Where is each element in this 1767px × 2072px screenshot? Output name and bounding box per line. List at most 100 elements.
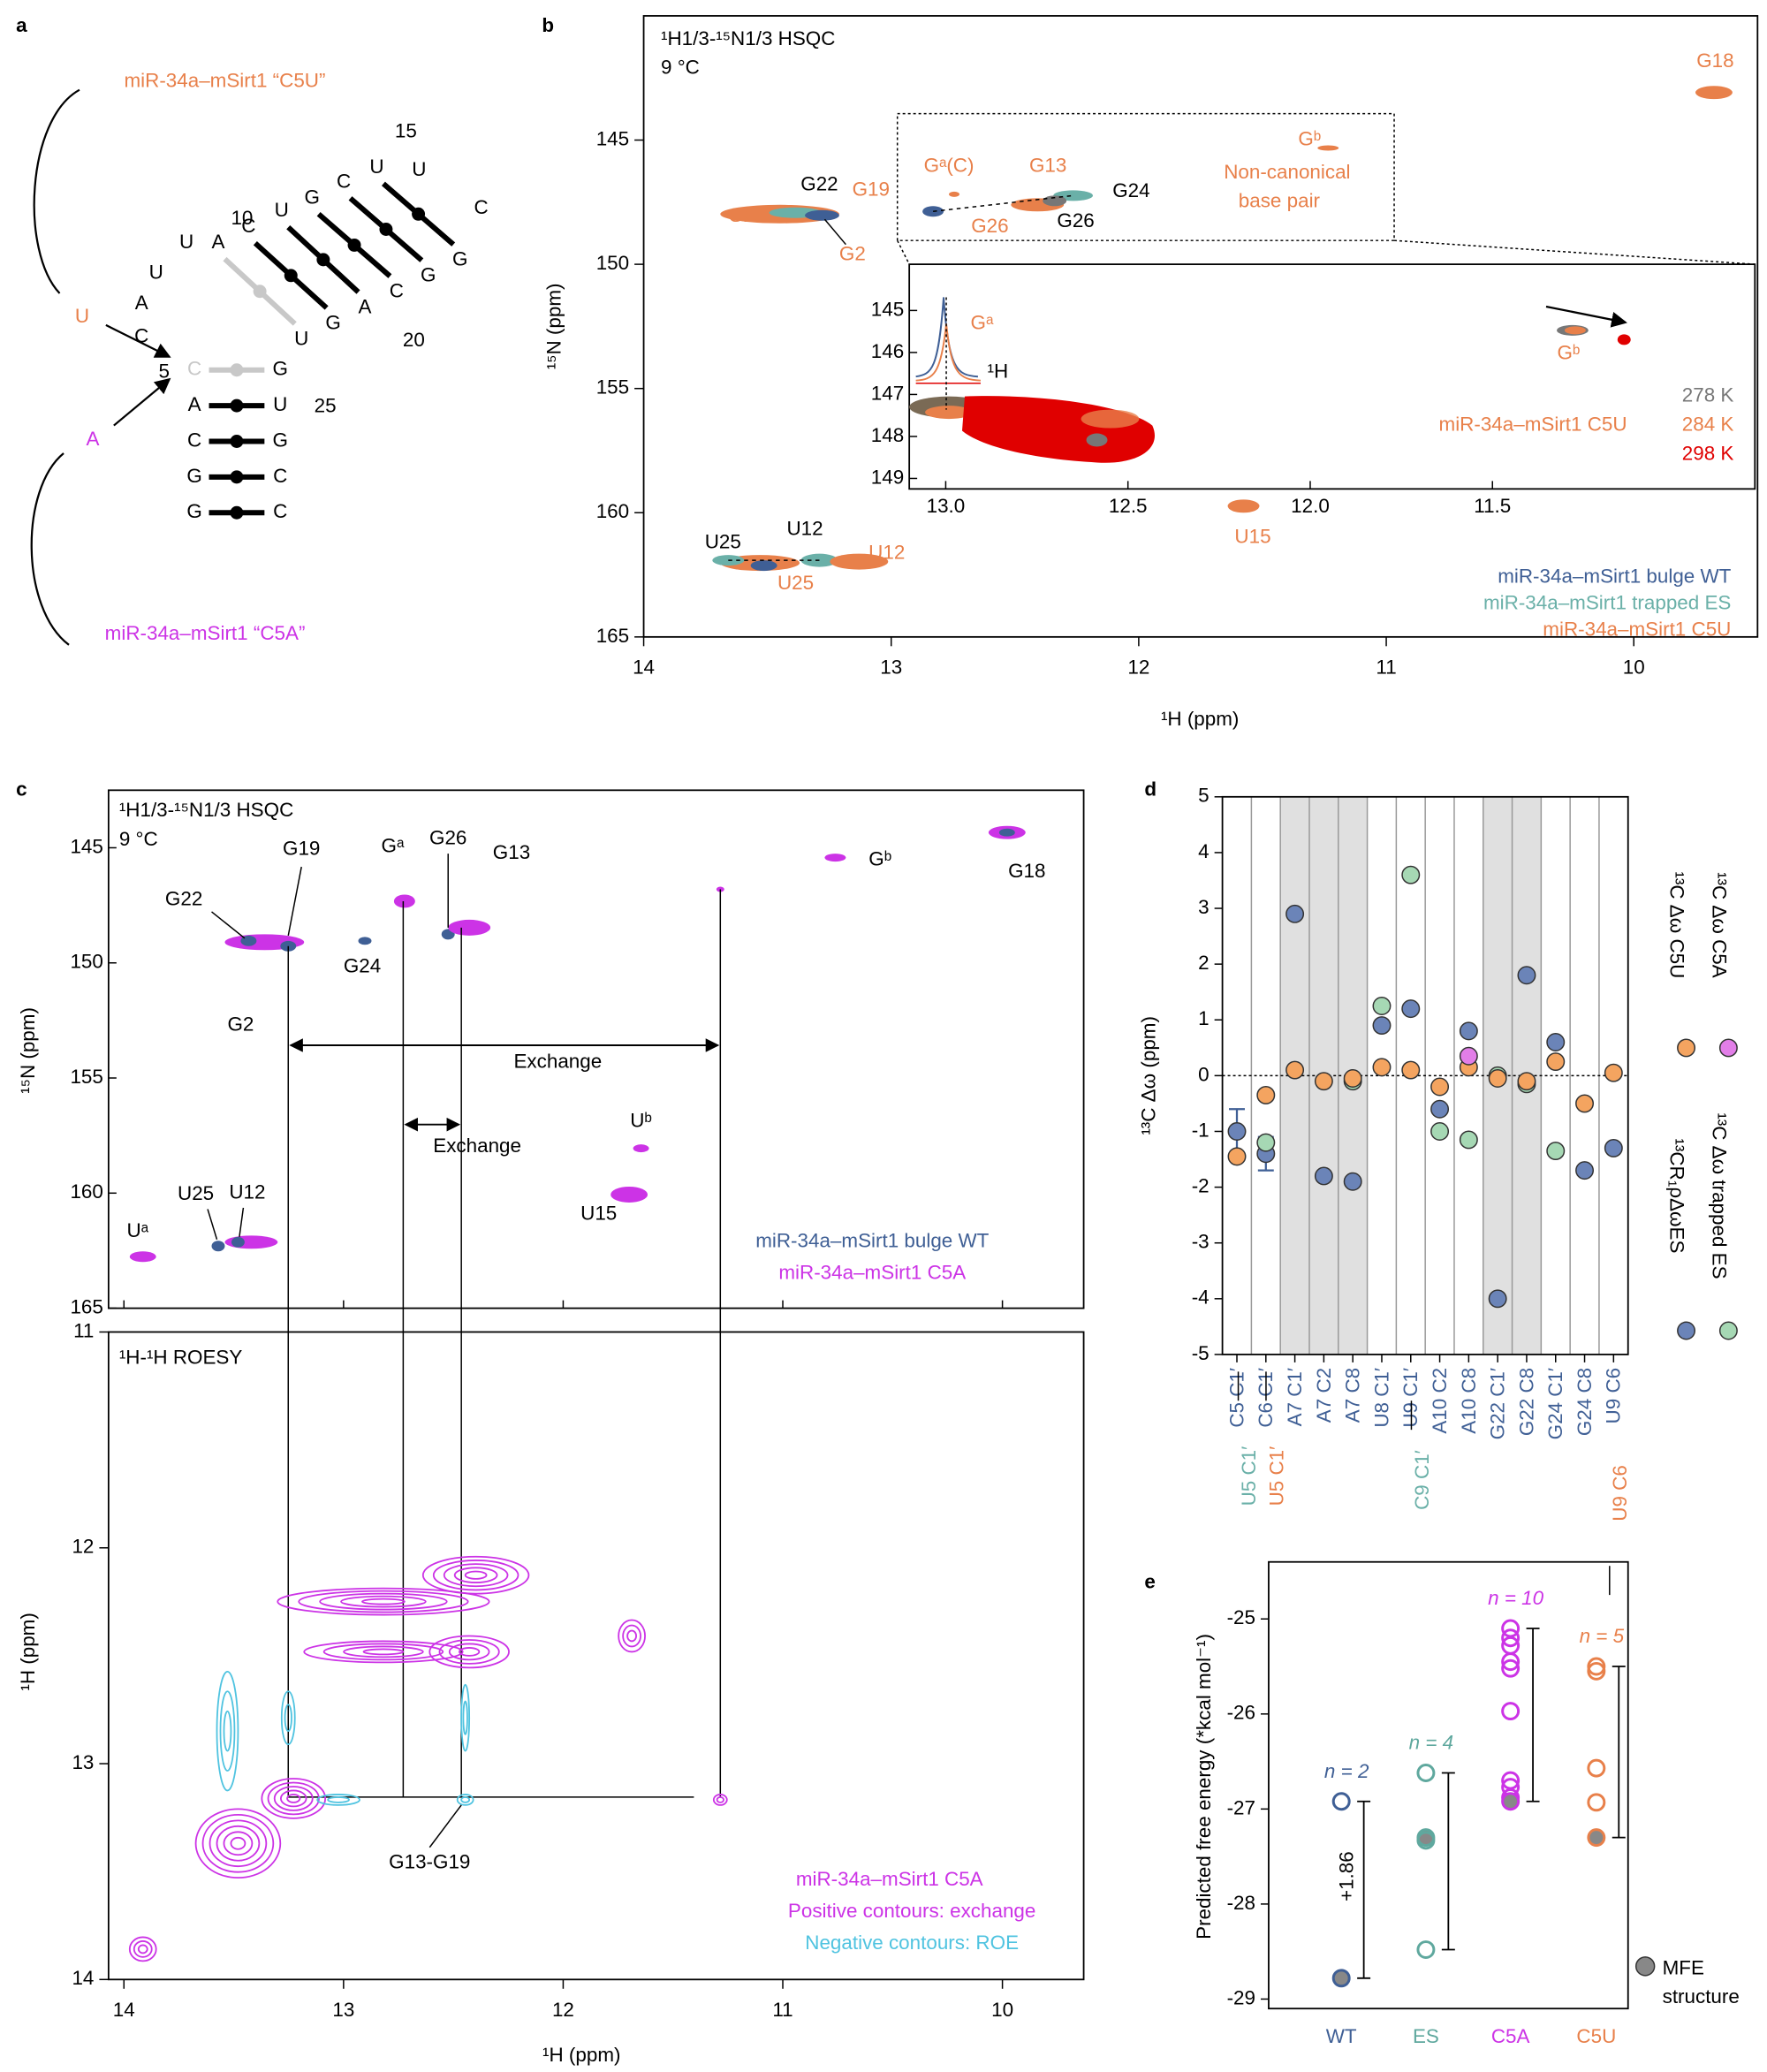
1d-trace [915, 297, 978, 378]
sub-label: C9 C1′ [1411, 1450, 1433, 1510]
y-tick-label: 165 [596, 625, 629, 647]
plot-frame [1268, 1560, 1629, 2010]
data-point [1517, 966, 1536, 985]
peak-label: G22 [728, 204, 765, 226]
nucleotide: A [212, 231, 225, 253]
peak [610, 1186, 648, 1203]
x-tick-label: 13 [880, 657, 902, 679]
y-axis-label: Predicted free energy (*kcal mol⁻¹) [1193, 1634, 1215, 1939]
contour [459, 1647, 481, 1657]
y-tick-label: 4 [1198, 840, 1209, 862]
base-pair-dot [379, 222, 393, 236]
peak [824, 854, 846, 862]
data-point [1501, 1628, 1521, 1648]
legend-entry: structure [1663, 1985, 1740, 2007]
peak-label: G19 [853, 178, 890, 200]
base-pair-dot [284, 269, 298, 283]
data-point [1575, 1161, 1595, 1180]
contour [343, 1645, 424, 1658]
residue-number: 5 [158, 361, 169, 383]
y-tick-label: 150 [596, 252, 629, 274]
peak-label: Non-canonical [1224, 161, 1350, 183]
annotation: +1.86 [1336, 1851, 1358, 1901]
x-tick-label: A10 C2 [1429, 1368, 1451, 1434]
nucleotide: U [179, 231, 193, 253]
spectrum-title: ¹H-¹H ROESY [119, 1346, 243, 1368]
x-tick-label: A7 C2 [1313, 1368, 1335, 1423]
sub-label: U9 C6 [1609, 1465, 1631, 1522]
construct-label: miR-34a–mSirt1 “C5A” [105, 622, 306, 644]
base-pair-dot [347, 238, 361, 252]
x-tick-label: C5 C1′ [1225, 1368, 1248, 1428]
range-bar [1612, 1666, 1626, 1839]
leader-line [428, 1804, 462, 1848]
data-point [1416, 1831, 1436, 1850]
data-point [1501, 1792, 1521, 1811]
peak-label: Exchange [433, 1135, 521, 1157]
y-axis-label: ¹⁵N (ppm) [542, 284, 565, 370]
peak [922, 206, 944, 217]
legend-swatch [1718, 1038, 1738, 1058]
y-axis-label: ¹H (ppm) [17, 1613, 39, 1690]
data-point [1546, 1052, 1566, 1072]
residue-number: 25 [315, 395, 337, 417]
x-tick-label: 13.0 [927, 495, 966, 517]
nucleotide: U [412, 158, 426, 180]
peak-label: G24 [344, 955, 381, 977]
peak-label: Exchange [513, 1050, 602, 1072]
x-tick-label: 11 [772, 1999, 792, 2021]
construct-label: miR-34a–mSirt1 “C5U” [124, 70, 325, 92]
legend-entry: miR-34a–mSirt1 C5A [778, 1262, 966, 1284]
peak-label: G24 [1112, 179, 1149, 201]
contour [319, 1592, 448, 1611]
legend-entry: miR-34a–mSirt1 C5U [1543, 618, 1731, 640]
data-point [1459, 1046, 1478, 1066]
peak-label: Gᵃ [382, 835, 405, 857]
peak [1317, 145, 1339, 151]
x-tick-label: 11.5 [1474, 495, 1511, 517]
data-point [1575, 1094, 1595, 1113]
leader-line [287, 866, 302, 936]
y-tick-label: 149 [871, 466, 904, 488]
y-tick-label: 2 [1198, 952, 1209, 974]
nucleotide: C [187, 429, 201, 451]
peak [129, 1251, 156, 1263]
data-point [1488, 1289, 1507, 1309]
data-point [1256, 1133, 1276, 1152]
peak [805, 209, 839, 221]
n-label: n = 2 [1324, 1760, 1369, 1782]
y-axis-label: ¹⁵N (ppm) [17, 1007, 39, 1094]
nucleotide: U [275, 199, 289, 221]
contour [362, 1648, 405, 1656]
nucleotide: C [390, 279, 404, 301]
y-tick-label: -28 [1227, 1892, 1255, 1914]
peak-label: G2 [839, 243, 866, 265]
contour [460, 1796, 471, 1803]
data-point [1488, 1069, 1507, 1088]
y-tick-label: -25 [1227, 1606, 1255, 1628]
y-tick-label: -4 [1192, 1286, 1210, 1309]
panel-label: c [16, 778, 27, 800]
legend-swatch [1677, 1038, 1696, 1058]
x-tick-label: G24 C8 [1574, 1368, 1596, 1436]
legend-entry: miR-34a–mSirt1 bulge WT [755, 1230, 989, 1252]
legend-entry: miR-34a–mSirt1 trapped ES [1483, 591, 1731, 613]
contour [209, 1819, 268, 1868]
y-tick-label: 146 [871, 340, 904, 362]
contour [216, 1670, 239, 1792]
n-label: n = 4 [1409, 1732, 1454, 1754]
arrow [113, 377, 171, 427]
data-point [1430, 1099, 1450, 1119]
y-tick-label: 160 [596, 500, 629, 522]
data-point [1343, 1069, 1362, 1088]
contour [219, 1690, 236, 1772]
peak [830, 553, 889, 570]
x-tick-label: U8 C1′ [1370, 1368, 1392, 1428]
x-tick-label: 12 [1127, 657, 1149, 679]
bracket-curve [30, 452, 70, 646]
temperature-legend: 278 K [1682, 384, 1734, 406]
peak-label: base pair [1239, 190, 1321, 212]
x-tick-label: G24 C1′ [1544, 1368, 1566, 1439]
